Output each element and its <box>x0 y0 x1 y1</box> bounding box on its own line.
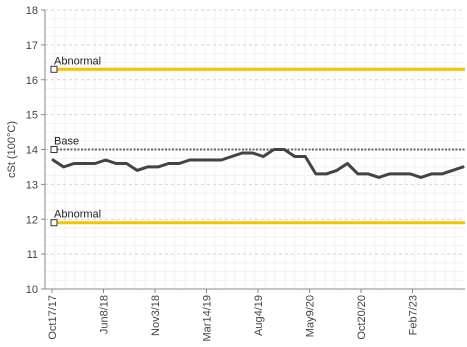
x-tick-label: Aug4/19 <box>253 295 265 336</box>
y-tick-label: 11 <box>27 249 38 261</box>
x-tick-label: Nov3/18 <box>150 295 162 336</box>
reference-line-label: Base <box>54 136 79 148</box>
reference-line-label: Abnormal <box>54 209 101 221</box>
reference-marker <box>50 146 58 153</box>
y-tick-label: 16 <box>26 75 38 87</box>
grid-layer <box>45 9 465 290</box>
series-layer <box>51 148 465 179</box>
y-tick-label: 12 <box>26 214 38 226</box>
reference-line-label: Abnormal <box>54 55 101 67</box>
reference-marker <box>50 65 58 73</box>
x-tick-label: Oct20/20 <box>356 295 368 340</box>
x-tick-label: Oct17/17 <box>47 295 59 340</box>
y-tick-label: 10 <box>26 284 38 296</box>
y-tick-label: 17 <box>26 40 38 52</box>
x-tick-label: Mar14/19 <box>202 295 214 341</box>
x-tick-label: May9/20 <box>305 295 317 337</box>
y-tick-label: 14 <box>26 145 38 157</box>
y-tick-label: 15 <box>26 110 38 122</box>
reference-lines-layer <box>50 65 465 227</box>
reference-marker <box>50 219 58 227</box>
x-tick-label: Feb7/23 <box>408 295 420 335</box>
axes-layer <box>41 9 465 293</box>
labels-layer: 10 11 12 13 14 15 16 17 18 cSt (100°C) Oct17/17 Jun… <box>6 5 420 341</box>
viscosity-series-line <box>51 148 465 179</box>
y-axis-title: cSt (100°C) <box>6 121 18 178</box>
x-tick-label: Jun8/18 <box>99 295 111 334</box>
y-tick-label: 13 <box>26 179 38 191</box>
y-tick-label: 18 <box>26 5 38 17</box>
